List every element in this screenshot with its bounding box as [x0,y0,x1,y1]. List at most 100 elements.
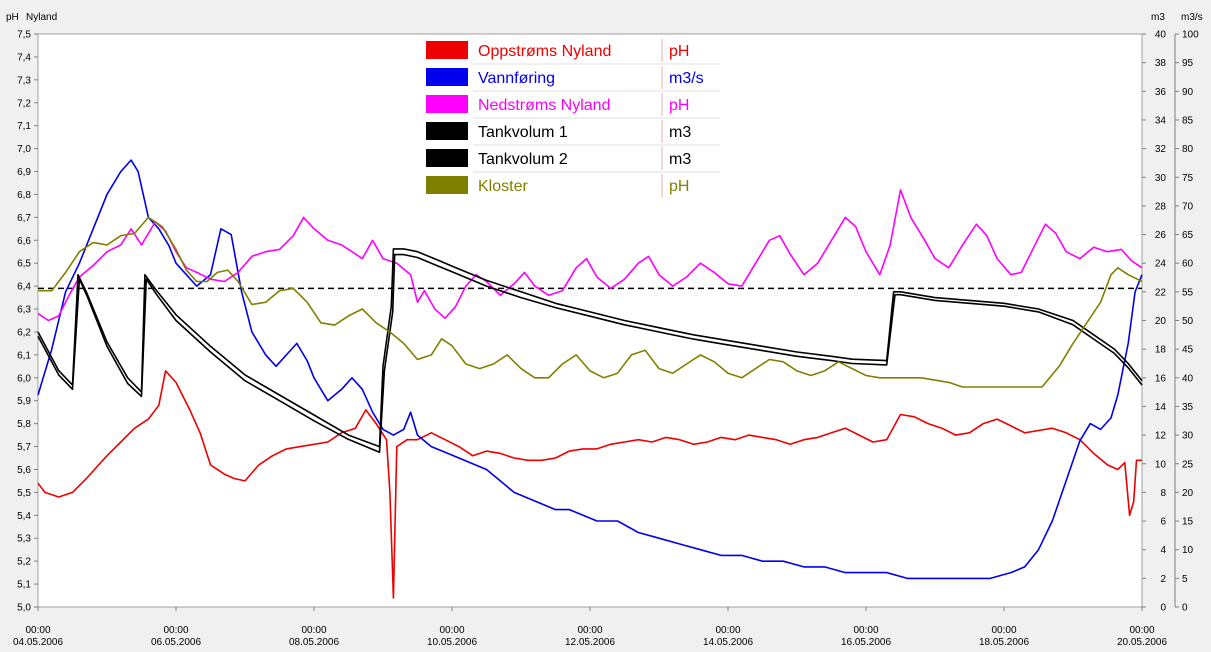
right1-axis-tick-label: 14 [1155,402,1167,413]
legend-label: Kloster [478,178,528,195]
legend-label: Tankvolum 1 [478,124,568,141]
right1-axis-tick-label: 18 [1155,345,1167,356]
legend-label: Nedstrøms Nyland [478,97,610,114]
left-axis-tick-label: 7,2 [17,98,31,109]
right2-axis-tick-label: 30 [1182,431,1194,442]
x-axis-tick-date: 04.05.2006 [13,637,63,648]
legend-swatch [426,41,468,59]
right2-axis-unit: m3/s [1181,12,1203,23]
right2-axis-tick-label: 100 [1182,30,1199,41]
right2-axis-tick-label: 90 [1182,87,1194,98]
left-axis-tick-label: 6,8 [17,190,31,201]
right1-axis-tick-label: 24 [1155,259,1167,270]
x-axis-tick-time: 00:00 [577,625,602,636]
legend-unit: pH [669,178,689,195]
right2-axis-tick-label: 50 [1182,316,1194,327]
right2-axis-tick-label: 60 [1182,259,1194,270]
right1-axis-tick-label: 22 [1155,287,1167,298]
x-axis-tick-time: 00:00 [853,625,878,636]
left-axis-tick-label: 7,5 [17,30,31,41]
chart-title: Nyland [26,12,57,23]
x-axis-tick-time: 00:00 [163,625,188,636]
right1-axis-tick-label: 20 [1155,316,1167,327]
legend-swatch [426,68,468,86]
x-axis-tick-date: 08.05.2006 [289,637,339,648]
left-axis-tick-label: 5,7 [17,442,31,453]
right2-axis-tick-label: 25 [1182,459,1194,470]
left-axis-tick-label: 5,9 [17,396,31,407]
left-axis-tick-label: 5,2 [17,557,31,568]
right1-axis-tick-label: 6 [1160,517,1166,528]
series-line [37,370,1142,599]
left-axis-tick-label: 6,3 [17,305,31,316]
series-line [37,248,1143,448]
x-axis-tick-time: 00:00 [25,625,50,636]
x-axis-tick-time: 00:00 [991,625,1016,636]
series-layer [37,159,1143,599]
right1-axis-unit: m3 [1151,12,1165,23]
x-axis-tick-time: 00:00 [301,625,326,636]
series-line [37,253,1143,454]
right1-axis-tick-label: 32 [1155,144,1167,155]
right1-axis-tick-label: 36 [1155,87,1167,98]
right1-axis-tick-label: 30 [1155,173,1167,184]
right1-axis-tick-label: 26 [1155,230,1167,241]
left-axis-tick-label: 6,0 [17,373,31,384]
x-axis-tick-date: 18.05.2006 [979,637,1029,648]
right1-axis-tick-label: 8 [1160,488,1166,499]
x-axis-tick-date: 12.05.2006 [565,637,615,648]
right2-axis-tick-label: 55 [1182,287,1194,298]
right1-axis-tick-label: 2 [1160,574,1166,585]
right2-axis-tick-label: 35 [1182,402,1194,413]
left-axis-tick-label: 5,1 [17,580,31,591]
left-axis-tick-label: 5,8 [17,419,31,430]
left-axis-tick-label: 7,1 [17,121,31,132]
left-axis-tick-label: 6,9 [17,167,31,178]
right1-axis-tick-label: 40 [1155,30,1167,41]
right2-axis-tick-label: 95 [1182,58,1194,69]
right2-axis-tick-label: 80 [1182,144,1194,155]
left-axis-tick-label: 6,6 [17,236,31,247]
right1-axis-tick-label: 38 [1155,58,1167,69]
right1-axis-tick-label: 4 [1160,545,1166,556]
right1-axis-tick-label: 10 [1155,459,1167,470]
left-axis-tick-label: 5,3 [17,534,31,545]
x-axis-tick-time: 00:00 [715,625,740,636]
axes-layer: 5,0 5,1 5,2 5,3 5,4 5,5 5,6 5,7 5,8 5,9 6,0 6,1 6,2 6… [13,30,1199,649]
legend-swatch [426,176,468,194]
left-axis-tick-label: 7,3 [17,75,31,86]
legend-swatch [426,149,468,167]
left-axis-tick-label: 6,5 [17,259,31,270]
legend-unit: pH [669,97,689,114]
right2-axis-tick-label: 75 [1182,173,1194,184]
legend-label: Oppstrøms Nyland [478,43,611,60]
right1-axis-tick-label: 34 [1155,115,1167,126]
x-axis-tick-time: 00:00 [439,625,464,636]
series-line [37,189,1143,322]
right2-axis-tick-label: 85 [1182,115,1194,126]
legend-swatch [426,122,468,140]
right2-axis-tick-label: 40 [1182,373,1194,384]
right2-axis-tick-label: 5 [1182,574,1188,585]
legend-label: Vannføring [478,70,555,87]
legend-unit: m3/s [669,70,704,87]
x-axis-tick-date: 20.05.2006 [1117,637,1167,648]
legend-swatch [426,95,468,113]
legend-unit: m3 [669,124,691,141]
right2-axis-tick-label: 0 [1182,603,1188,614]
legend-label: Tankvolum 2 [478,151,568,168]
legend-unit: pH [669,43,689,60]
left-axis-tick-label: 5,5 [17,488,31,499]
x-axis-tick-date: 16.05.2006 [841,637,891,648]
right2-axis-tick-label: 20 [1182,488,1194,499]
right2-axis-tick-label: 10 [1182,545,1194,556]
x-axis-tick-date: 06.05.2006 [151,637,201,648]
right2-axis-tick-label: 70 [1182,201,1194,212]
x-axis-tick-date: 14.05.2006 [703,637,753,648]
left-axis-unit: pH [6,12,19,23]
right2-axis-tick-label: 65 [1182,230,1194,241]
left-axis-tick-label: 5,6 [17,465,31,476]
series-line [38,216,1143,388]
x-axis-tick-time: 00:00 [1129,625,1154,636]
